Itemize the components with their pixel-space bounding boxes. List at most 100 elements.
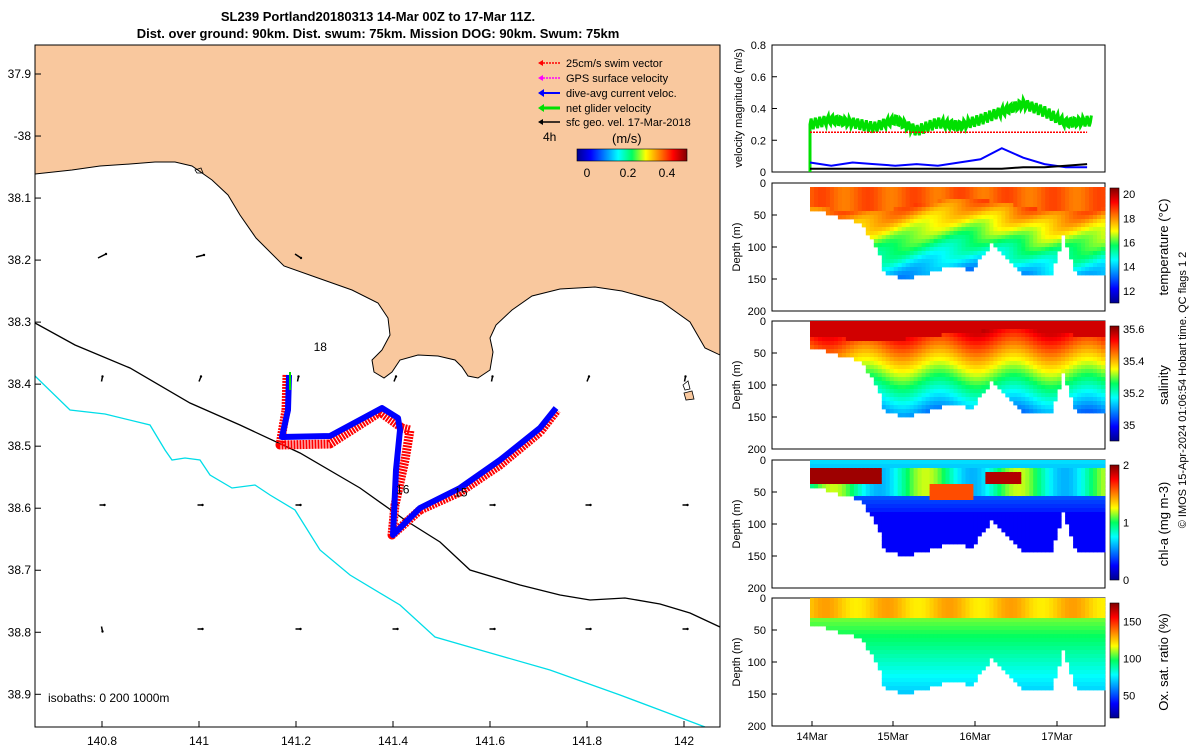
section-cell bbox=[1037, 472, 1041, 476]
section-cell bbox=[977, 662, 981, 666]
section-cell bbox=[977, 251, 981, 255]
section-cell bbox=[1073, 528, 1077, 532]
section-cell bbox=[898, 215, 902, 219]
section-cell bbox=[1097, 341, 1101, 345]
section-cell bbox=[1013, 532, 1017, 536]
section-cell bbox=[973, 520, 977, 524]
section-cell bbox=[926, 606, 930, 610]
section-cell bbox=[1081, 540, 1085, 544]
section-cell bbox=[866, 369, 870, 373]
section-cell bbox=[1057, 508, 1061, 512]
section-cell bbox=[954, 341, 958, 345]
section-cell bbox=[810, 472, 814, 476]
section-cell bbox=[1013, 211, 1017, 215]
section-cell bbox=[882, 512, 886, 516]
section-cell bbox=[906, 207, 910, 211]
section-cell bbox=[910, 548, 914, 552]
section-cell bbox=[926, 480, 930, 484]
section-cell bbox=[922, 369, 926, 373]
section-cell bbox=[910, 536, 914, 540]
section-cell bbox=[1021, 381, 1025, 385]
section-cell bbox=[938, 385, 942, 389]
section-cell bbox=[830, 333, 834, 337]
section-cell bbox=[950, 658, 954, 662]
section-cell bbox=[1081, 480, 1085, 484]
section-cell bbox=[902, 524, 906, 528]
section-cell bbox=[922, 532, 926, 536]
section-cell bbox=[1089, 211, 1093, 215]
geo-arrow-head bbox=[203, 254, 205, 256]
section-cell bbox=[977, 337, 981, 341]
section-cell bbox=[1033, 512, 1037, 516]
section-cell bbox=[898, 203, 902, 207]
section-cell bbox=[966, 401, 970, 405]
section-cell bbox=[870, 634, 874, 638]
section-cell bbox=[973, 476, 977, 480]
section-cell bbox=[942, 369, 946, 373]
section-cell bbox=[818, 199, 822, 203]
section-cell bbox=[914, 377, 918, 381]
section-cell bbox=[846, 622, 850, 626]
section-cell bbox=[902, 333, 906, 337]
section-cell bbox=[1081, 191, 1085, 195]
section-cell bbox=[1081, 239, 1085, 243]
section-cell bbox=[882, 385, 886, 389]
section-cell bbox=[1005, 460, 1009, 464]
section-cell bbox=[826, 195, 830, 199]
section-cell bbox=[886, 251, 890, 255]
section-cell bbox=[890, 329, 894, 333]
section-cell bbox=[950, 341, 954, 345]
section-cell bbox=[1069, 484, 1073, 488]
section-cell bbox=[1009, 377, 1013, 381]
section-cell bbox=[930, 235, 934, 239]
section-cell bbox=[906, 544, 910, 548]
section-cell bbox=[950, 500, 954, 504]
colorbar-unit: (m/s) bbox=[612, 131, 642, 146]
section-cell bbox=[997, 365, 1001, 369]
section-cell bbox=[942, 618, 946, 622]
section-cell bbox=[810, 606, 814, 610]
section-cell bbox=[882, 460, 886, 464]
section-cell bbox=[874, 187, 878, 191]
section-cell bbox=[1041, 480, 1045, 484]
section-cell bbox=[1077, 267, 1081, 271]
section-cell bbox=[1053, 207, 1057, 211]
section-cell bbox=[981, 211, 985, 215]
section-cell bbox=[966, 650, 970, 654]
section-cell bbox=[1001, 357, 1005, 361]
section-cell bbox=[918, 401, 922, 405]
section-cell bbox=[954, 524, 958, 528]
section-cell bbox=[1005, 373, 1009, 377]
section-cell bbox=[1025, 524, 1029, 528]
section-cell bbox=[1041, 187, 1045, 191]
section-cell bbox=[970, 215, 974, 219]
section-cell bbox=[1101, 259, 1105, 263]
section-cell bbox=[914, 369, 918, 373]
section-cell bbox=[985, 207, 989, 211]
section-cell bbox=[958, 219, 962, 223]
section-cell bbox=[946, 191, 950, 195]
section-cell bbox=[1013, 468, 1017, 472]
section-cell bbox=[1089, 516, 1093, 520]
section-cell bbox=[918, 195, 922, 199]
section-cell bbox=[922, 610, 926, 614]
section-cell bbox=[966, 251, 970, 255]
section-cell bbox=[878, 476, 882, 480]
section-cell bbox=[1085, 235, 1089, 239]
section-cell bbox=[946, 622, 950, 626]
section-cell bbox=[886, 618, 890, 622]
section-cell bbox=[882, 207, 886, 211]
section-cell bbox=[858, 464, 862, 468]
section-cell bbox=[910, 460, 914, 464]
section-cell bbox=[898, 682, 902, 686]
section-cell bbox=[830, 337, 834, 341]
lon-tick-label: 141.6 bbox=[475, 734, 505, 748]
section-cell bbox=[894, 195, 898, 199]
section-cell bbox=[1057, 223, 1061, 227]
section-cell bbox=[886, 528, 890, 532]
section-cell bbox=[981, 496, 985, 500]
section-cell bbox=[1081, 325, 1085, 329]
section-cell bbox=[866, 610, 870, 614]
section-cell bbox=[862, 460, 866, 464]
section-cell bbox=[922, 267, 926, 271]
